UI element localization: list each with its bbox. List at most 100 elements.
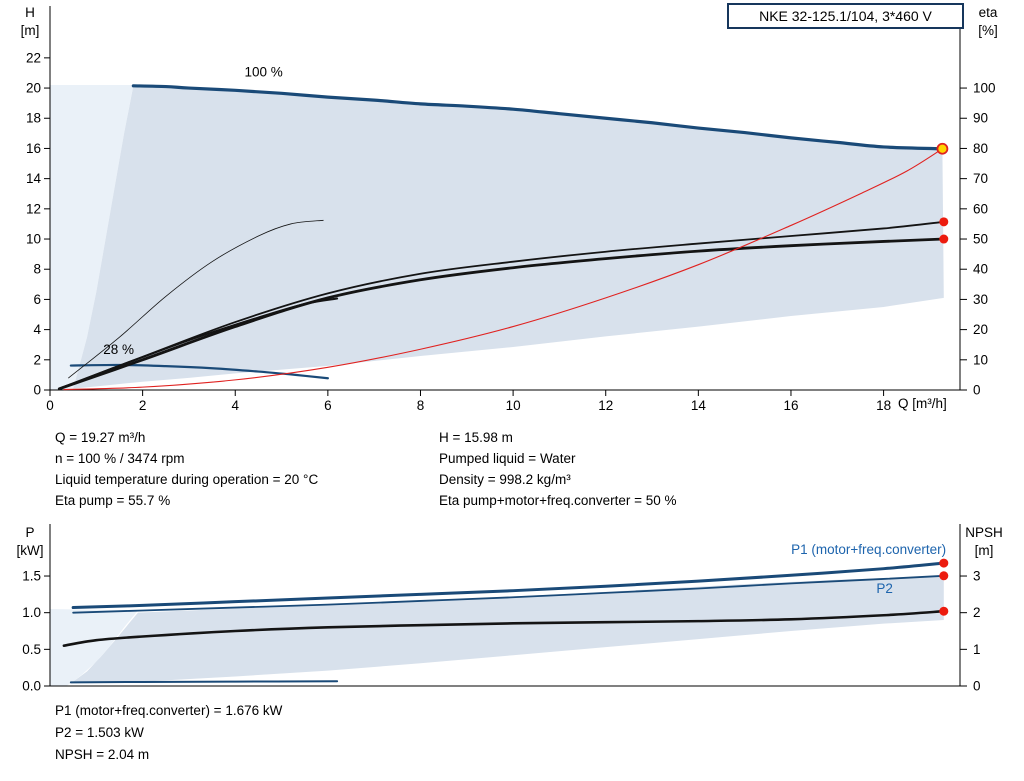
speed-28-label: 28 %	[103, 342, 134, 357]
speed-100-label: 100 %	[245, 65, 283, 80]
info-flow: Q = 19.27 m³/h	[55, 430, 146, 445]
svg-text:18: 18	[876, 398, 891, 413]
svg-text:10: 10	[506, 398, 521, 413]
svg-text:14: 14	[26, 171, 42, 186]
npsh-axis-name: NPSH	[965, 525, 1003, 540]
svg-text:8: 8	[417, 398, 425, 413]
power-range	[73, 576, 944, 684]
svg-text:20: 20	[973, 322, 988, 337]
pump-model-box: NKE 32-125.1/104, 3*460 V	[727, 3, 964, 29]
p2-label: P2	[876, 581, 893, 596]
info-eta-total: Eta pump+motor+freq.converter = 50 %	[439, 493, 677, 508]
svg-text:6: 6	[33, 292, 41, 307]
info-pumped-liquid: Pumped liquid = Water	[439, 451, 576, 466]
eta-total-point	[939, 234, 949, 244]
power-axis-name: P	[25, 525, 35, 540]
svg-text:22: 22	[26, 50, 41, 65]
svg-text:2: 2	[973, 605, 981, 620]
svg-text:1.5: 1.5	[22, 569, 41, 584]
axes	[44, 524, 967, 687]
eta-axis-name: eta	[978, 5, 998, 20]
eta-axis-unit: [%]	[978, 23, 998, 38]
svg-text:16: 16	[783, 398, 798, 413]
svg-text:80: 80	[973, 141, 988, 156]
svg-text:1: 1	[973, 642, 981, 657]
info-p1: P1 (motor+freq.converter) = 1.676 kW	[55, 703, 283, 718]
operating-range-low-flow	[50, 85, 134, 391]
info-eta-pump: Eta pump = 55.7 %	[55, 493, 171, 508]
p2-curve	[72, 574, 945, 614]
p2-point	[939, 571, 949, 581]
svg-text:0: 0	[46, 398, 54, 413]
svg-text:8: 8	[33, 262, 41, 277]
duty-details-column-right: H = 15.98 m Pumped liquid = Water Densit…	[439, 427, 677, 511]
eta-partload-curve	[67, 297, 339, 387]
eta-axis-title: eta [%]	[964, 4, 1012, 40]
control-curve	[63, 148, 943, 391]
flow-axis-title: Q [m³/h]	[898, 396, 947, 411]
head-axis-unit: [m]	[20, 23, 40, 38]
svg-text:20: 20	[26, 81, 41, 96]
tick-labels: 0246810121416182022010203040506070809010…	[26, 50, 996, 413]
svg-text:70: 70	[973, 171, 988, 186]
info-liquid-temperature: Liquid temperature during operation = 20…	[55, 472, 319, 487]
npsh-axis-title: NPSH [m]	[960, 524, 1008, 560]
svg-text:1.0: 1.0	[22, 605, 41, 620]
svg-text:40: 40	[973, 262, 988, 277]
info-head: H = 15.98 m	[439, 430, 513, 445]
svg-text:0: 0	[33, 383, 41, 398]
svg-text:4: 4	[231, 398, 239, 413]
svg-text:6: 6	[324, 398, 332, 413]
duty-point[interactable]	[936, 142, 949, 155]
pump-model-label: NKE 32-125.1/104, 3*460 V	[759, 8, 932, 24]
p1-curve	[71, 561, 946, 610]
p-min-speed-curve	[69, 680, 339, 684]
tick-labels: 0.0 0.5 1.0 1.5 0 1 2 3	[22, 569, 980, 694]
speed-curve-100pct	[131, 84, 945, 151]
svg-text:10: 10	[973, 352, 988, 367]
svg-text:12: 12	[26, 201, 41, 216]
svg-text:16: 16	[26, 141, 41, 156]
qh-chart[interactable]: 0246810121416182022010203040506070809010…	[0, 0, 1024, 420]
power-axis-unit: [kW]	[16, 543, 44, 558]
svg-text:50: 50	[973, 232, 988, 247]
svg-text:2: 2	[139, 398, 147, 413]
duty-details-column-left: Q = 19.27 m³/h n = 100 % / 3474 rpm Liqu…	[55, 427, 439, 511]
power-axis-title: P [kW]	[6, 524, 54, 560]
svg-text:4: 4	[33, 322, 41, 337]
svg-text:100: 100	[973, 81, 996, 96]
svg-text:2: 2	[33, 352, 41, 367]
info-npsh: NPSH = 2.04 m	[55, 747, 150, 762]
head-axis-name: H	[25, 5, 35, 20]
npsh-point	[939, 606, 949, 616]
npsh-curve	[62, 609, 946, 647]
eta-pump-curve	[58, 220, 945, 390]
info-p2: P2 = 1.503 kW	[55, 725, 144, 740]
info-speed: n = 100 % / 3474 rpm	[55, 451, 185, 466]
svg-text:14: 14	[691, 398, 707, 413]
power-range-low-flow	[50, 609, 138, 686]
operating-range	[73, 85, 944, 389]
power-details: P1 (motor+freq.converter) = 1.676 kW P2 …	[55, 700, 282, 766]
svg-text:10: 10	[26, 232, 41, 247]
head-axis-title: H [m]	[6, 4, 54, 40]
p1-point	[939, 558, 949, 568]
info-density: Density = 998.2 kg/m³	[439, 472, 571, 487]
p1-label: P1 (motor+freq.converter)	[791, 542, 946, 557]
svg-text:0: 0	[973, 679, 981, 694]
svg-text:30: 30	[973, 292, 988, 307]
npsh-axis-unit: [m]	[974, 543, 994, 558]
power-npsh-chart[interactable]: 0.0 0.5 1.0 1.5 0 1 2 3 P1 (motor+freq.converter…	[0, 520, 1024, 720]
svg-text:12: 12	[598, 398, 613, 413]
svg-text:0.5: 0.5	[22, 642, 41, 657]
svg-text:90: 90	[973, 111, 988, 126]
eta-total-curve	[57, 237, 946, 391]
svg-text:0.0: 0.0	[22, 679, 41, 694]
svg-text:18: 18	[26, 111, 41, 126]
svg-text:60: 60	[973, 201, 988, 216]
duty-point-details: Q = 19.27 m³/h n = 100 % / 3474 rpm Liqu…	[55, 427, 677, 511]
axes	[44, 6, 967, 396]
svg-text:0: 0	[973, 383, 981, 398]
eta-pump-point	[939, 217, 949, 227]
